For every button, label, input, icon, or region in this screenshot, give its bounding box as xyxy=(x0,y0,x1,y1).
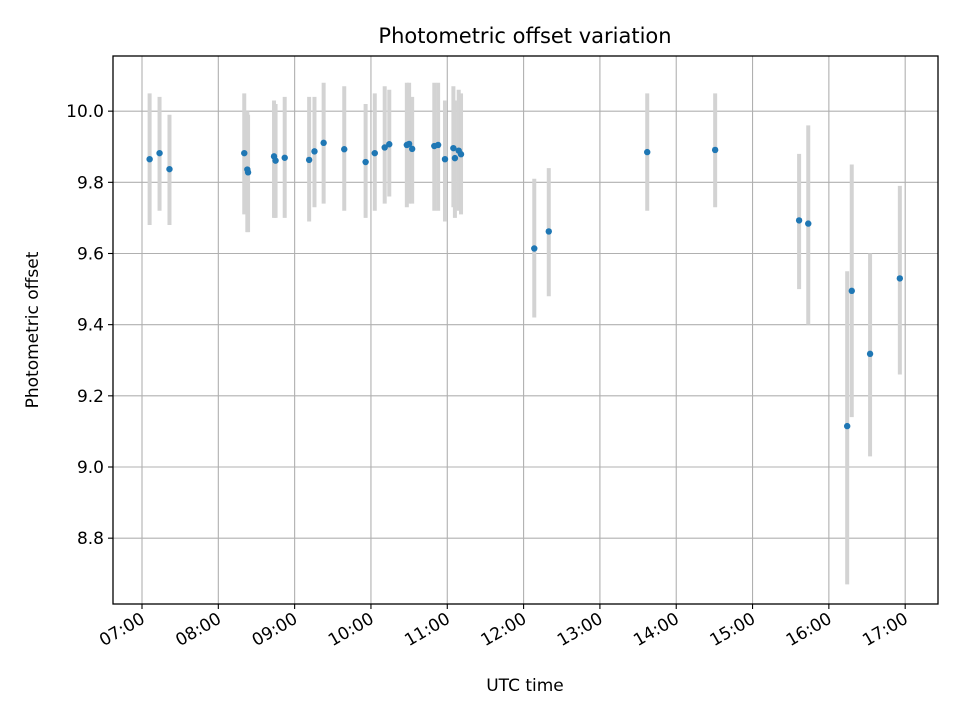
data-point xyxy=(531,245,538,252)
data-point xyxy=(362,158,369,166)
data-point xyxy=(545,228,552,235)
data-point xyxy=(305,156,313,164)
data-point xyxy=(166,165,173,173)
data-point xyxy=(408,145,416,153)
data-point xyxy=(381,144,388,151)
y-tick-label: 9.2 xyxy=(77,387,104,407)
y-tick-label: 8.8 xyxy=(77,529,104,549)
data-point xyxy=(146,155,153,163)
data-point xyxy=(156,149,163,157)
data-point xyxy=(434,141,442,149)
grid xyxy=(113,56,938,604)
data-point xyxy=(405,140,413,148)
y-tick-label: 9.0 xyxy=(77,458,104,478)
data-point xyxy=(272,157,279,164)
data-point xyxy=(805,220,812,227)
data-point xyxy=(311,148,318,155)
data-point xyxy=(450,144,457,152)
data-point xyxy=(241,149,248,157)
data-point xyxy=(451,154,459,162)
data-point xyxy=(843,422,851,430)
data-point xyxy=(386,141,393,148)
plot-frame xyxy=(112,55,939,605)
data-point xyxy=(848,287,855,295)
y-tick-label: 9.8 xyxy=(77,173,104,193)
data-point xyxy=(371,149,378,157)
x-axis-label: UTC time xyxy=(486,676,564,696)
y-tick-label: 10.0 xyxy=(66,102,104,122)
data-points xyxy=(146,139,904,430)
data-point xyxy=(711,146,719,154)
data-point xyxy=(795,217,803,224)
data-point xyxy=(457,151,465,158)
data-point xyxy=(341,146,348,153)
data-point xyxy=(644,148,651,156)
data-point xyxy=(244,169,252,176)
y-axis-label: Photometric offset xyxy=(23,251,43,408)
y-tick-label: 9.4 xyxy=(77,316,104,336)
data-point xyxy=(320,139,327,147)
data-point xyxy=(281,154,288,161)
data-point xyxy=(866,350,874,358)
data-point xyxy=(896,275,904,282)
chart-title: Photometric offset variation xyxy=(378,24,671,48)
y-tick-label: 9.6 xyxy=(77,244,104,264)
data-point xyxy=(441,155,449,163)
